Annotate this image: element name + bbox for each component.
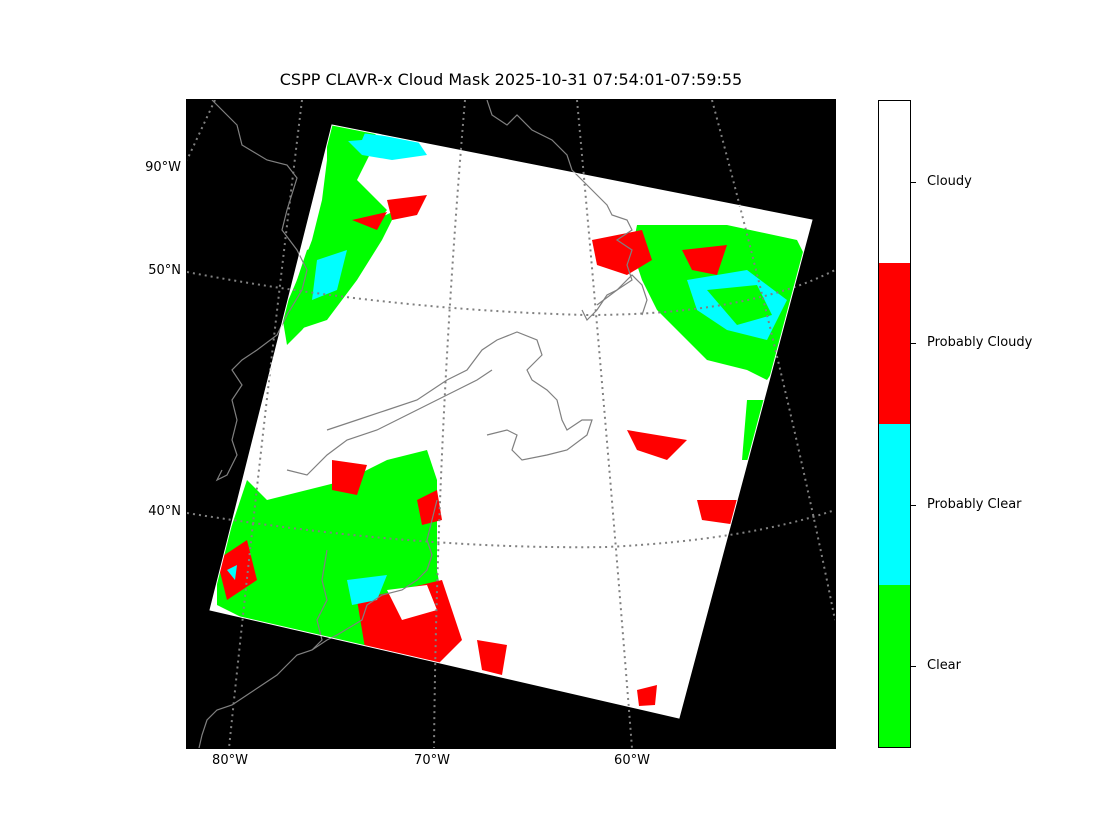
coastline-chesapeake: [311, 549, 328, 651]
legend-label-clear: Clear: [927, 658, 961, 673]
lat-label-90w: 90°W: [145, 160, 181, 175]
coastline-labrador: [486, 100, 633, 322]
gridline-50w: [711, 100, 835, 621]
legend-colorbar: [878, 100, 911, 748]
legend-swatch-cloudy: [879, 101, 910, 263]
lat-label-40n: 40°N: [148, 504, 181, 519]
coastline-st-lawrence: [326, 331, 593, 461]
legend-tick-cloudy: [910, 182, 916, 183]
legend-label-probably-clear: Probably Clear: [927, 497, 1022, 512]
lon-label-80w: 80°W: [212, 753, 248, 768]
map-title: CSPP CLAVR-x Cloud Mask 2025-10-31 07:54…: [279, 70, 743, 89]
legend-tick-clear: [910, 666, 916, 667]
gridline-60w: [576, 100, 633, 748]
legend-tick-probably-cloudy: [910, 343, 916, 344]
coastline-newfoundland: [596, 274, 648, 316]
legend-swatch-clear: [879, 585, 910, 747]
coastline-east-us: [286, 369, 493, 476]
legend-swatch-probably-cloudy: [879, 263, 910, 424]
cloud-mask-map: [187, 100, 835, 748]
legend-tick-probably-clear: [910, 505, 916, 506]
lon-label-60w: 60°W: [614, 753, 650, 768]
legend-label-cloudy: Cloudy: [927, 174, 972, 189]
lon-label-70w: 70°W: [414, 753, 450, 768]
legend-label-probably-cloudy: Probably Cloudy: [927, 335, 1033, 350]
cloud-mask-fields: [217, 125, 812, 706]
lat-label-50n: 50°N: [148, 263, 181, 278]
gridline-90w: [187, 100, 216, 161]
legend-swatch-probably-clear: [879, 424, 910, 585]
gridline-70w: [433, 100, 466, 748]
coastline-mid-atlantic: [198, 499, 438, 748]
map-svg: [187, 100, 835, 748]
